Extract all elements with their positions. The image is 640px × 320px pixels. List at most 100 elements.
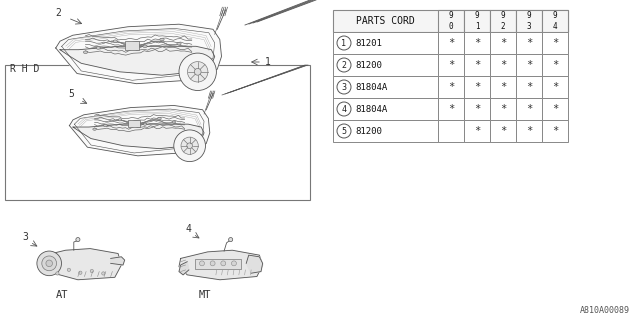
Ellipse shape (104, 124, 108, 127)
Circle shape (221, 261, 226, 266)
Text: 81200: 81200 (355, 60, 382, 69)
Text: 81804A: 81804A (355, 83, 387, 92)
Bar (438, 32, 464, 54)
Circle shape (179, 53, 216, 91)
Circle shape (102, 272, 105, 275)
Text: 3: 3 (342, 83, 346, 92)
Bar (464, 76, 490, 98)
Bar (490, 98, 516, 120)
Circle shape (200, 261, 204, 266)
Circle shape (181, 137, 198, 154)
Bar (5, 65, 310, 200)
Text: *: * (552, 104, 558, 114)
Polygon shape (60, 46, 214, 75)
Ellipse shape (157, 117, 161, 119)
Text: *: * (448, 38, 454, 48)
Bar (333, 76, 438, 98)
Circle shape (337, 124, 351, 138)
Text: 81804A: 81804A (355, 105, 387, 114)
Circle shape (174, 130, 205, 162)
Text: 4: 4 (342, 105, 346, 114)
Text: *: * (526, 104, 532, 114)
Text: *: * (448, 82, 454, 92)
Text: R H D: R H D (10, 64, 40, 74)
Text: 4: 4 (185, 224, 191, 234)
Text: *: * (500, 60, 506, 70)
Bar (333, 98, 438, 120)
Bar (333, 10, 568, 32)
Text: *: * (474, 60, 480, 70)
Text: *: * (474, 38, 480, 48)
Bar (490, 32, 516, 54)
Bar (464, 98, 490, 120)
Text: *: * (526, 126, 532, 136)
Bar (542, 10, 568, 32)
Bar (464, 54, 490, 76)
Polygon shape (73, 124, 204, 148)
Text: 5: 5 (342, 126, 346, 135)
Circle shape (195, 68, 201, 75)
Text: *: * (552, 60, 558, 70)
Circle shape (337, 102, 351, 116)
Bar (195, 259, 241, 269)
Text: 5: 5 (68, 89, 74, 99)
Circle shape (337, 58, 351, 72)
Text: 3: 3 (22, 232, 28, 242)
Bar (333, 120, 438, 142)
Ellipse shape (172, 121, 175, 123)
Text: MT: MT (199, 290, 211, 300)
Text: *: * (500, 82, 506, 92)
Text: 9
3: 9 3 (527, 11, 531, 31)
Ellipse shape (93, 128, 97, 130)
Bar (333, 32, 438, 54)
Ellipse shape (83, 51, 88, 53)
Ellipse shape (143, 123, 147, 125)
Circle shape (56, 272, 59, 275)
Polygon shape (179, 262, 189, 275)
Ellipse shape (143, 45, 147, 48)
Bar (490, 54, 516, 76)
Text: 9
2: 9 2 (500, 11, 506, 31)
Circle shape (187, 143, 193, 148)
Text: *: * (474, 126, 480, 136)
Bar (516, 10, 542, 32)
Text: A810A00089: A810A00089 (580, 306, 630, 315)
Text: PARTS CORD: PARTS CORD (356, 16, 415, 26)
Circle shape (76, 237, 80, 242)
Bar (438, 98, 464, 120)
Bar (129, 120, 140, 127)
Bar (125, 41, 139, 50)
Text: *: * (552, 38, 558, 48)
Polygon shape (56, 24, 221, 84)
Bar (516, 120, 542, 142)
Text: *: * (552, 82, 558, 92)
Bar (542, 98, 568, 120)
Text: 1: 1 (265, 57, 271, 67)
Circle shape (232, 261, 236, 266)
Bar (438, 54, 464, 76)
Text: *: * (526, 60, 532, 70)
Bar (516, 32, 542, 54)
Text: 81200: 81200 (355, 126, 382, 135)
Circle shape (42, 256, 56, 271)
Polygon shape (69, 105, 210, 156)
Bar (464, 120, 490, 142)
Text: 2: 2 (342, 60, 346, 69)
Bar (438, 76, 464, 98)
Circle shape (79, 271, 82, 274)
Ellipse shape (96, 47, 100, 49)
Polygon shape (179, 250, 262, 280)
Bar (438, 10, 464, 32)
Circle shape (37, 251, 61, 276)
Text: 81201: 81201 (355, 38, 382, 47)
Text: *: * (526, 82, 532, 92)
Text: AT: AT (56, 290, 68, 300)
Text: 9
0: 9 0 (449, 11, 453, 31)
Circle shape (67, 268, 70, 271)
Bar (490, 10, 516, 32)
Circle shape (188, 61, 208, 82)
Circle shape (90, 269, 93, 273)
Bar (516, 98, 542, 120)
Bar (542, 54, 568, 76)
Bar (438, 120, 464, 142)
